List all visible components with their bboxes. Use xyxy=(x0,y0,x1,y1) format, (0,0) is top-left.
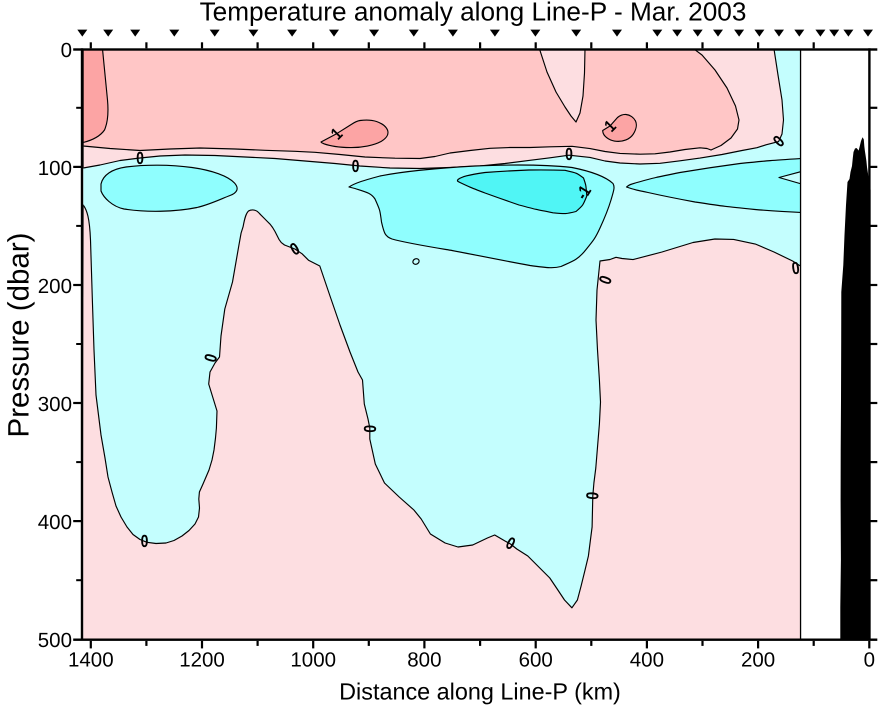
svg-text:0: 0 xyxy=(141,531,149,551)
svg-text:1200: 1200 xyxy=(179,649,225,672)
svg-text:0: 0 xyxy=(360,424,380,433)
svg-text:Distance along Line-P (km): Distance along Line-P (km) xyxy=(339,679,621,705)
svg-text:Temperature anomaly along Line: Temperature anomaly along Line-P - Mar. … xyxy=(200,0,747,27)
svg-text:100: 100 xyxy=(38,157,72,180)
svg-text:0: 0 xyxy=(136,148,144,168)
svg-text:0: 0 xyxy=(864,649,875,672)
svg-text:600: 600 xyxy=(519,649,553,672)
svg-text:1400: 1400 xyxy=(68,649,114,672)
svg-text:800: 800 xyxy=(407,649,441,672)
svg-text:200: 200 xyxy=(38,275,72,298)
svg-text:1000: 1000 xyxy=(290,649,336,672)
svg-text:0: 0 xyxy=(61,39,72,62)
svg-text:0: 0 xyxy=(790,258,801,279)
svg-text:300: 300 xyxy=(38,393,72,416)
svg-text:400: 400 xyxy=(38,511,72,534)
svg-text:Pressure (dbar): Pressure (dbar) xyxy=(3,233,36,438)
svg-text:0: 0 xyxy=(565,144,573,164)
svg-text:400: 400 xyxy=(630,649,664,672)
svg-text:0: 0 xyxy=(352,156,360,176)
svg-text:200: 200 xyxy=(741,649,775,672)
svg-text:0: 0 xyxy=(582,491,603,501)
svg-text:500: 500 xyxy=(38,629,72,652)
